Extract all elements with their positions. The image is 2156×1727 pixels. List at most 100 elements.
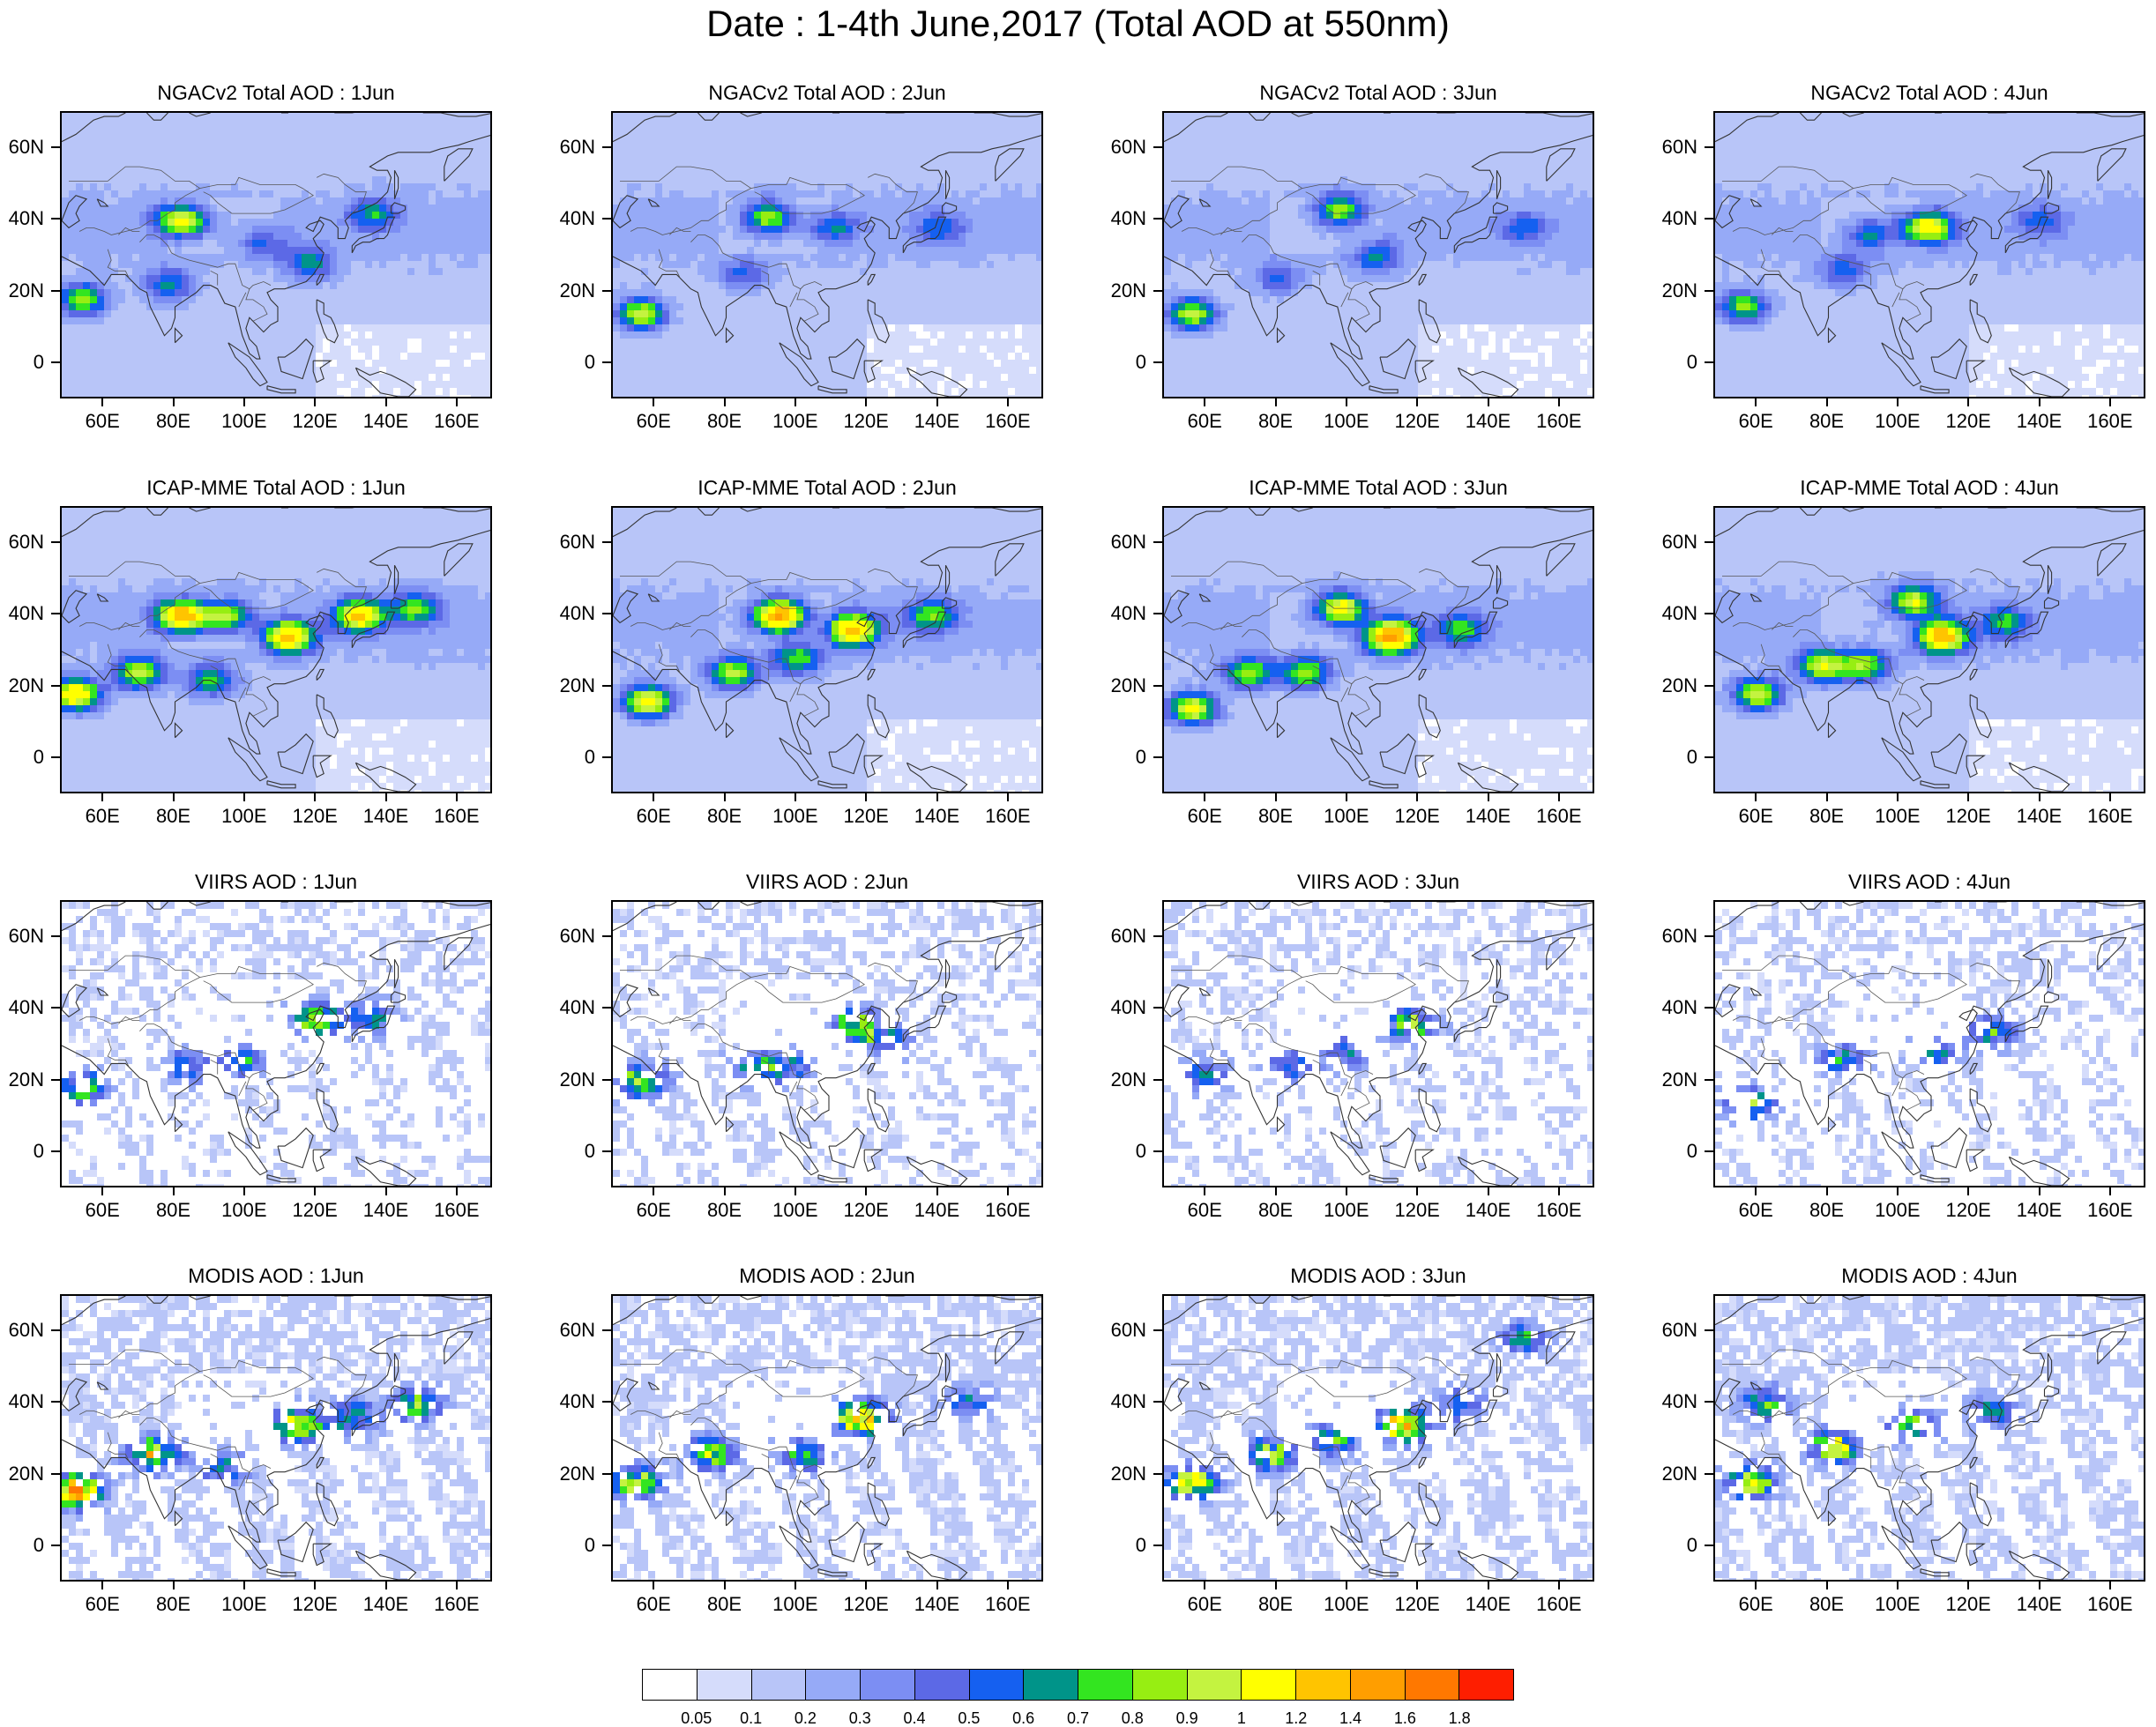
lon-tick-label: 160E (968, 1594, 1048, 1615)
lon-tick (724, 1582, 726, 1589)
lat-tick-label: 20N (1653, 1070, 1697, 1090)
lat-tick (602, 290, 611, 292)
colorbar-label: 0.1 (725, 1710, 778, 1726)
country-border (630, 1016, 645, 1020)
aod-field (613, 508, 1043, 793)
lon-tick-label: 60E (1165, 411, 1244, 432)
lat-tick (1153, 146, 1162, 148)
lon-tick (1007, 398, 1009, 406)
lon-tick-label: 120E (1928, 806, 2008, 827)
lat-tick-label: 60N (1653, 1321, 1697, 1340)
lon-tick-label: 100E (1307, 806, 1386, 827)
lon-tick (865, 398, 867, 406)
lat-tick (51, 685, 60, 687)
lat-tick-label: 40N (1653, 1392, 1697, 1411)
lon-tick (1204, 793, 1205, 801)
lon-tick-label: 120E (275, 806, 354, 827)
lat-tick-label: 20N (0, 281, 44, 301)
lon-tick (1204, 1187, 1205, 1195)
colorbar-label: 1.8 (1433, 1710, 1486, 1726)
lat-tick (1705, 1545, 1713, 1546)
coastline (1931, 1128, 1966, 1168)
panel-title: ICAP-MME Total AOD : 1Jun (60, 474, 492, 501)
lon-tick-label: 160E (968, 411, 1048, 432)
lon-tick-label: 100E (756, 806, 835, 827)
lon-tick-label: 160E (2070, 1200, 2150, 1221)
lon-tick-label: 100E (205, 806, 284, 827)
lat-tick-label: 20N (1653, 281, 1697, 301)
lat-tick-label: 60N (1653, 927, 1697, 946)
colorbar-box (643, 1670, 698, 1700)
colorbar-box (752, 1670, 807, 1700)
lat-tick-label: 0 (551, 353, 595, 372)
lat-tick-label: 40N (0, 998, 44, 1017)
lon-tick (1897, 398, 1899, 406)
lon-tick (1755, 398, 1757, 406)
lon-tick (795, 1582, 796, 1589)
lon-tick-label: 160E (417, 1594, 496, 1615)
lon-tick-label: 60E (63, 411, 142, 432)
lat-tick-label: 0 (1653, 748, 1697, 767)
lat-tick-label: 20N (1102, 1070, 1146, 1090)
lon-tick-label: 120E (1928, 1200, 2008, 1221)
colorbar-label: 0.4 (888, 1710, 941, 1726)
lat-tick (51, 218, 60, 220)
map-frame (611, 506, 1043, 793)
lon-tick (1558, 793, 1560, 801)
lon-tick-label: 60E (614, 411, 693, 432)
lon-tick-label: 140E (898, 806, 977, 827)
lat-tick-label: 0 (551, 1536, 595, 1555)
lon-tick-label: 100E (205, 1200, 284, 1221)
lon-tick-label: 100E (1858, 1594, 1937, 1615)
lat-tick (1153, 1150, 1162, 1152)
lat-tick-label: 0 (551, 748, 595, 767)
lon-tick-label: 140E (1449, 1200, 1528, 1221)
lon-tick (1346, 793, 1347, 801)
colorbar-label: 0.8 (1106, 1710, 1159, 1726)
lat-tick-label: 20N (551, 281, 595, 301)
lon-tick-label: 60E (63, 1200, 142, 1221)
lon-tick-label: 80E (685, 1594, 765, 1615)
lon-tick (385, 398, 387, 406)
lat-tick-label: 60N (0, 1321, 44, 1340)
lon-tick (1755, 1187, 1757, 1195)
panel-title: MODIS AOD : 3Jun (1162, 1262, 1594, 1289)
lat-tick (602, 756, 611, 758)
lon-tick-label: 140E (2000, 1594, 2079, 1615)
lon-tick (101, 1582, 103, 1589)
lat-tick-label: 20N (551, 1070, 595, 1090)
lon-tick (1558, 1582, 1560, 1589)
country-border (211, 1060, 218, 1074)
lat-tick (51, 541, 60, 543)
lon-tick-label: 160E (1519, 1594, 1599, 1615)
lon-tick-label: 100E (756, 411, 835, 432)
lon-tick (314, 793, 316, 801)
lat-tick-label: 20N (1653, 676, 1697, 696)
lon-tick (1416, 1187, 1418, 1195)
lon-tick (1967, 1582, 1969, 1589)
lat-tick (602, 613, 611, 614)
aod-field (1715, 113, 2145, 398)
panel-title: NGACv2 Total AOD : 1Jun (60, 79, 492, 106)
lon-tick (173, 398, 175, 406)
colorbar-label: 0.7 (1052, 1710, 1105, 1726)
lat-tick (51, 1150, 60, 1152)
lon-tick-label: 140E (1449, 806, 1528, 827)
lon-tick-label: 60E (63, 1594, 142, 1615)
colorbar-label: 1 (1215, 1710, 1268, 1726)
lon-tick (1275, 398, 1277, 406)
aod-field (1164, 113, 1594, 398)
lon-tick (1488, 398, 1489, 406)
lat-tick-label: 60N (551, 927, 595, 946)
lon-tick-label: 140E (2000, 806, 2079, 827)
lon-tick (101, 793, 103, 801)
colorbar-box (1242, 1670, 1296, 1700)
lon-tick-label: 80E (1787, 411, 1867, 432)
lon-tick (314, 1582, 316, 1589)
